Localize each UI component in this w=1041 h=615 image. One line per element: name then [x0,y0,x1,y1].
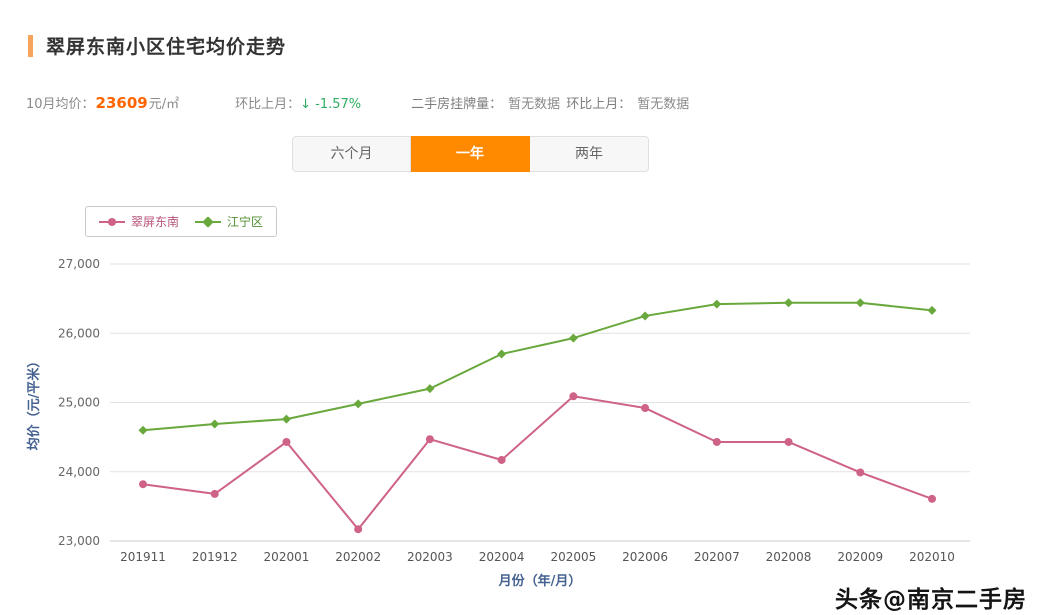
svg-text:23,000: 23,000 [58,534,100,548]
svg-text:202001: 202001 [264,550,310,564]
listing-count-value: 暂无数据 [508,97,561,112]
svg-text:201912: 201912 [192,550,238,564]
svg-text:24,000: 24,000 [58,465,100,479]
price-trend-chart: 23,000 24,000 25,000 26,000 27,000 201911 2019… [26,257,970,589]
avg-price-unit: 元/㎡ [148,97,180,112]
page-header: 翠屏东南小区住宅均价走势 [28,32,286,59]
legend-line-dot-icon [99,217,125,227]
listing-mom-label: 环比上月： [566,97,632,112]
svg-text:201911: 201911 [120,550,166,564]
svg-text:202003: 202003 [407,550,453,564]
tab-one-year[interactable]: 一年 [411,136,530,172]
avg-price-value: 23609 [95,94,148,112]
tab-six-months[interactable]: 六个月 [292,136,411,172]
legend-label: 江宁区 [227,215,264,229]
legend-item-cuiping[interactable]: 翠屏东南 [99,213,179,230]
svg-text:202007: 202007 [694,550,740,564]
svg-text:均价（元/平米）: 均价（元/平米） [26,355,42,451]
legend-item-jiangning[interactable]: 江宁区 [195,213,263,230]
svg-text:202008: 202008 [766,550,812,564]
stats-bar: 10月均价：23609元/㎡ 环比上月：↓ -1.57% 二手房挂牌量： 暂无数据 环比… [26,93,689,112]
mom-value: ↓ -1.57% [300,97,362,112]
svg-text:202006: 202006 [622,550,668,564]
listing-count-label: 二手房挂牌量： [411,97,503,112]
svg-text:26,000: 26,000 [58,326,100,340]
svg-text:202004: 202004 [479,550,525,564]
listing-mom-value: 暂无数据 [637,97,690,112]
avg-price-label: 10月均价： [26,97,95,112]
title-accent-bar [28,34,33,57]
svg-text:25,000: 25,000 [58,396,100,410]
svg-text:月份（年/月）: 月份（年/月） [498,573,582,589]
chart-legend: 翠屏东南 江宁区 [85,206,278,237]
legend-line-diamond-icon [195,215,222,228]
mom-label: 环比上月： [235,97,301,112]
svg-text:202002: 202002 [335,550,381,564]
watermark: 头条@南京二手房 [835,587,1027,613]
svg-text:202010: 202010 [909,550,955,564]
legend-label: 翠屏东南 [131,215,180,229]
time-range-tabs: 六个月 一年 两年 [292,136,649,172]
svg-text:202005: 202005 [550,550,596,564]
page-title: 翠屏东南小区住宅均价走势 [46,36,287,58]
svg-text:202009: 202009 [837,550,883,564]
tab-two-years[interactable]: 两年 [530,136,649,172]
svg-text:27,000: 27,000 [58,257,100,271]
